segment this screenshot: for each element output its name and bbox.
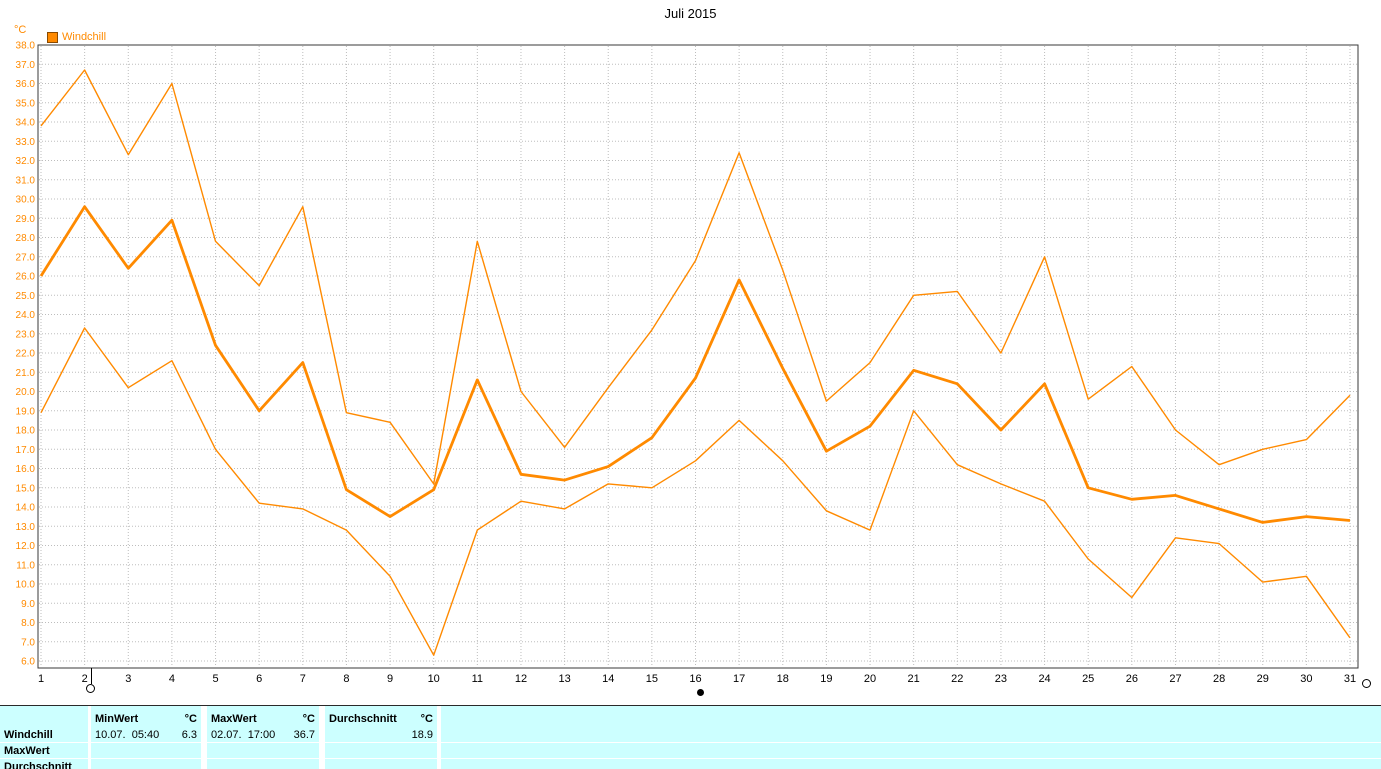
svg-text:38.0: 38.0 [16, 41, 36, 52]
svg-text:2: 2 [82, 673, 88, 685]
svg-text:19: 19 [820, 673, 832, 685]
svg-text:25: 25 [1082, 673, 1094, 685]
svg-text:27.0: 27.0 [16, 252, 36, 263]
svg-text:15: 15 [646, 673, 658, 685]
svg-text:31.0: 31.0 [16, 175, 36, 186]
column-separator [201, 706, 207, 769]
svg-text:31: 31 [1344, 673, 1356, 685]
svg-text:26: 26 [1126, 673, 1138, 685]
svg-text:34.0: 34.0 [16, 118, 36, 129]
svg-text:29.0: 29.0 [16, 214, 36, 225]
stats-minwert-date: 10.07. 05:40 [95, 729, 160, 741]
svg-text:12: 12 [515, 673, 527, 685]
legend-swatch-icon [47, 31, 58, 43]
stats-col-maxwert: MaxWert °C 02.07. 17:00 36.7 [207, 706, 319, 769]
svg-text:22.0: 22.0 [16, 349, 36, 360]
svg-text:36.0: 36.0 [16, 79, 36, 90]
stats-row-label-windchill: Windchill [0, 728, 88, 743]
svg-text:8: 8 [343, 673, 349, 685]
stats-filler [441, 706, 1381, 769]
svg-text:9: 9 [387, 673, 393, 685]
stats-minwert-header: MinWert [95, 713, 139, 725]
stats-durchschnitt-header: Durchschnitt [329, 713, 397, 725]
svg-text:28: 28 [1213, 673, 1225, 685]
stats-maxwert-date: 02.07. 17:00 [211, 729, 276, 741]
chart-plot: 38.037.036.035.034.033.032.031.030.029.0… [16, 41, 1359, 685]
svg-text:33.0: 33.0 [16, 137, 36, 148]
stats-maxwert-header: MaxWert [211, 713, 257, 725]
stats-row-label-maxwert: MaxWert [0, 743, 88, 759]
svg-text:24.0: 24.0 [16, 310, 36, 321]
y-axis-unit-label: °C [14, 24, 27, 36]
svg-text:32.0: 32.0 [16, 156, 36, 167]
svg-text:23.0: 23.0 [16, 329, 36, 340]
range-start-handle[interactable] [86, 684, 95, 693]
stats-series-label-column: Windchill MaxWert Durchschnitt [0, 706, 88, 769]
svg-text:28.0: 28.0 [16, 233, 36, 244]
legend: Windchill [47, 31, 106, 43]
svg-text:22: 22 [951, 673, 963, 685]
selected-day-marker-dot[interactable] [697, 689, 704, 696]
svg-text:20: 20 [864, 673, 876, 685]
svg-text:13.0: 13.0 [16, 522, 36, 533]
svg-text:30.0: 30.0 [16, 195, 36, 206]
svg-text:8.0: 8.0 [21, 618, 35, 629]
svg-text:7.0: 7.0 [21, 637, 35, 648]
svg-text:6: 6 [256, 673, 262, 685]
svg-text:17: 17 [733, 673, 745, 685]
svg-text:14.0: 14.0 [16, 503, 36, 514]
svg-text:10.0: 10.0 [16, 580, 36, 591]
svg-text:4: 4 [169, 673, 175, 685]
svg-text:18: 18 [777, 673, 789, 685]
column-separator [437, 706, 441, 769]
svg-text:23: 23 [995, 673, 1007, 685]
svg-text:11: 11 [472, 673, 483, 685]
stats-col-durchschnitt: Durchschnitt °C 18.9 [325, 706, 437, 769]
stats-blank-header [0, 706, 88, 728]
legend-label: Windchill [62, 31, 107, 43]
range-end-handle[interactable] [1362, 679, 1371, 688]
svg-text:13: 13 [558, 673, 570, 685]
svg-text:12.0: 12.0 [16, 541, 36, 552]
svg-text:14: 14 [602, 673, 614, 685]
svg-text:11.0: 11.0 [16, 560, 35, 571]
svg-text:20.0: 20.0 [16, 387, 36, 398]
svg-text:16: 16 [689, 673, 701, 685]
svg-text:29: 29 [1257, 673, 1269, 685]
svg-text:1: 1 [38, 673, 44, 685]
svg-text:26.0: 26.0 [16, 272, 36, 283]
svg-text:16.0: 16.0 [16, 464, 36, 475]
svg-text:21.0: 21.0 [16, 368, 36, 379]
stats-durchschnitt-unit: °C [420, 713, 433, 725]
stats-table: Windchill MaxWert Durchschnitt MinWert °… [0, 705, 1381, 769]
svg-text:18.0: 18.0 [16, 426, 36, 437]
svg-text:35.0: 35.0 [16, 98, 36, 109]
svg-text:27: 27 [1169, 673, 1181, 685]
svg-text:19.0: 19.0 [16, 406, 36, 417]
svg-text:9.0: 9.0 [21, 599, 35, 610]
stats-minwert-value: 6.3 [181, 729, 197, 741]
stats-col-minwert: MinWert °C 10.07. 05:40 6.3 [91, 706, 201, 769]
svg-text:21: 21 [908, 673, 920, 685]
svg-text:25.0: 25.0 [16, 291, 36, 302]
svg-text:15.0: 15.0 [16, 483, 36, 494]
range-start-tick [91, 668, 92, 684]
svg-text:17.0: 17.0 [16, 445, 36, 456]
svg-text:37.0: 37.0 [16, 60, 36, 71]
svg-text:30: 30 [1300, 673, 1312, 685]
svg-text:5: 5 [212, 673, 218, 685]
svg-text:10: 10 [428, 673, 440, 685]
column-separator [319, 706, 325, 769]
svg-text:6.0: 6.0 [21, 657, 35, 668]
stats-row-label-durchschnitt: Durchschnitt [4, 761, 72, 769]
svg-text:24: 24 [1038, 673, 1050, 685]
stats-maxwert-unit: °C [302, 713, 315, 725]
stats-durchschnitt-value: 18.9 [411, 729, 433, 741]
stats-maxwert-value: 36.7 [293, 729, 315, 741]
svg-text:7: 7 [300, 673, 306, 685]
svg-text:3: 3 [125, 673, 131, 685]
column-separator [88, 706, 91, 769]
stats-minwert-unit: °C [184, 713, 197, 725]
page-title: Juli 2015 [664, 6, 717, 21]
